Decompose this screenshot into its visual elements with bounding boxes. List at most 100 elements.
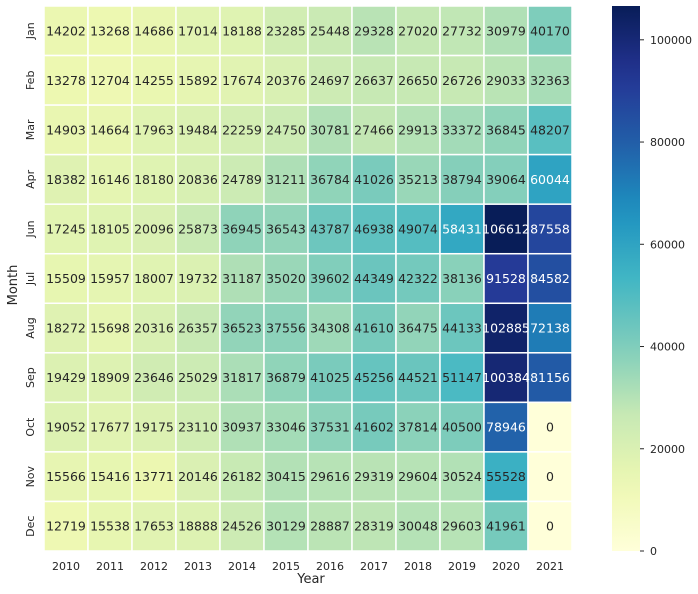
cell-value-label: 18188 [222, 23, 262, 38]
heatmap-cell [395, 500, 441, 552]
cell-value-label: 14903 [46, 122, 86, 137]
cell-value-label: 29033 [486, 73, 526, 88]
heatmap-cell [395, 153, 441, 205]
heatmap-cell [219, 352, 265, 404]
heatmap-cell [87, 451, 133, 503]
cell-value-label: 102885 [482, 321, 530, 336]
cell-value-label: 36543 [266, 221, 306, 236]
cell-value-label: 23110 [178, 420, 218, 435]
cell-value-label: 84582 [530, 271, 570, 286]
cell-value-label: 27732 [442, 23, 482, 38]
y-tick-label: Mar [24, 119, 37, 140]
heatmap-cell [307, 302, 353, 354]
cell-value-label: 26726 [442, 73, 482, 88]
cell-value-label: 87558 [530, 221, 570, 236]
x-tick-label: 2021 [536, 560, 564, 573]
cell-value-label: 15509 [46, 271, 86, 286]
y-tick-label: Sep [24, 367, 37, 388]
y-tick-label: Nov [24, 465, 37, 487]
cell-value-label: 41961 [486, 519, 526, 534]
cell-value-label: 48207 [530, 122, 570, 137]
heatmap-cell [263, 401, 309, 453]
cell-value-label: 14202 [46, 23, 86, 38]
cell-value-label: 20376 [266, 73, 306, 88]
heatmap-cell [87, 54, 133, 106]
x-tick-label: 2016 [316, 560, 344, 573]
colorbar [612, 6, 640, 551]
cell-value-label: 30415 [266, 469, 306, 484]
colorbar-tick-label: 40000 [650, 341, 685, 354]
heatmap-cell [87, 302, 133, 354]
heatmap-cell [307, 500, 353, 552]
cell-value-label: 43787 [310, 221, 350, 236]
y-tick-label: Jul [24, 272, 37, 286]
cell-value-label: 12704 [90, 73, 130, 88]
heatmap-cell [483, 203, 529, 255]
cell-value-label: 33046 [266, 420, 306, 435]
heatmap-cell [219, 104, 265, 156]
heatmap-cell [175, 252, 221, 305]
heatmap-cell [263, 203, 309, 255]
cell-value-label: 40170 [530, 23, 570, 38]
heatmap-cell [439, 302, 485, 354]
cell-value-label: 29604 [398, 469, 438, 484]
heatmap-cell [43, 203, 89, 255]
heatmap-cell [351, 500, 397, 552]
heatmap-cell [351, 451, 397, 503]
cell-value-label: 37814 [398, 420, 438, 435]
heatmap-cell [527, 451, 573, 503]
cell-value-label: 37531 [310, 420, 350, 435]
cell-value-label: 19484 [178, 122, 218, 137]
heatmap-cell-labels: 14202 13268 14686 17014 18188 23285 25448 29328… [46, 23, 570, 533]
x-tick-label: 2017 [360, 560, 388, 573]
heatmap-cell [43, 401, 89, 453]
cell-value-label: 27466 [354, 122, 394, 137]
heatmap-cell [439, 54, 485, 106]
heatmap-cells [43, 5, 573, 552]
cell-value-label: 36475 [398, 321, 438, 336]
cell-value-label: 44521 [398, 370, 438, 385]
cell-value-label: 13278 [46, 73, 86, 88]
cell-value-label: 26637 [354, 73, 394, 88]
cell-value-label: 17245 [46, 221, 86, 236]
cell-value-label: 29616 [310, 469, 350, 484]
cell-value-label: 35213 [398, 172, 438, 187]
x-tick-label: 2010 [52, 560, 80, 573]
heatmap-cell [87, 401, 133, 453]
cell-value-label: 29319 [354, 469, 394, 484]
heatmap-cell [395, 401, 441, 453]
cell-value-label: 15538 [90, 519, 130, 534]
heatmap-cell [351, 54, 397, 106]
heatmap-cell [131, 302, 177, 354]
cell-value-label: 41602 [354, 420, 394, 435]
cell-value-label: 25029 [178, 370, 218, 385]
heatmap-cell [527, 153, 573, 205]
cell-value-label: 44133 [442, 321, 482, 336]
heatmap-cell [307, 352, 353, 404]
cell-value-label: 17674 [222, 73, 262, 88]
heatmap-cell [175, 352, 221, 404]
x-tick-label: 2012 [140, 560, 168, 573]
y-axis-ticks: Jan Feb Mar Apr Jun Jul Aug Sep Oct Nov Dec [24, 22, 37, 537]
heatmap-cell [307, 401, 353, 453]
cell-value-label: 36845 [486, 122, 526, 137]
cell-value-label: 14686 [134, 23, 174, 38]
cell-value-label: 19732 [178, 271, 218, 286]
colorbar-ticks: 0 20000 40000 60000 80000 100000 [640, 34, 692, 558]
cell-value-label: 14255 [134, 73, 174, 88]
cell-value-label: 18909 [90, 370, 130, 385]
cell-value-label: 18007 [134, 271, 174, 286]
cell-value-label: 26182 [222, 469, 262, 484]
cell-value-label: 13771 [134, 469, 174, 484]
cell-value-label: 41610 [354, 321, 394, 336]
cell-value-label: 24697 [310, 73, 350, 88]
x-tick-label: 2015 [272, 560, 300, 573]
cell-value-label: 38794 [442, 172, 482, 187]
colorbar-tick-label: 80000 [650, 136, 685, 149]
cell-value-label: 29913 [398, 122, 438, 137]
heatmap-cell [307, 104, 353, 156]
heatmap-cell [175, 302, 221, 354]
y-tick-label: Feb [24, 71, 37, 90]
cell-value-label: 42322 [398, 271, 438, 286]
